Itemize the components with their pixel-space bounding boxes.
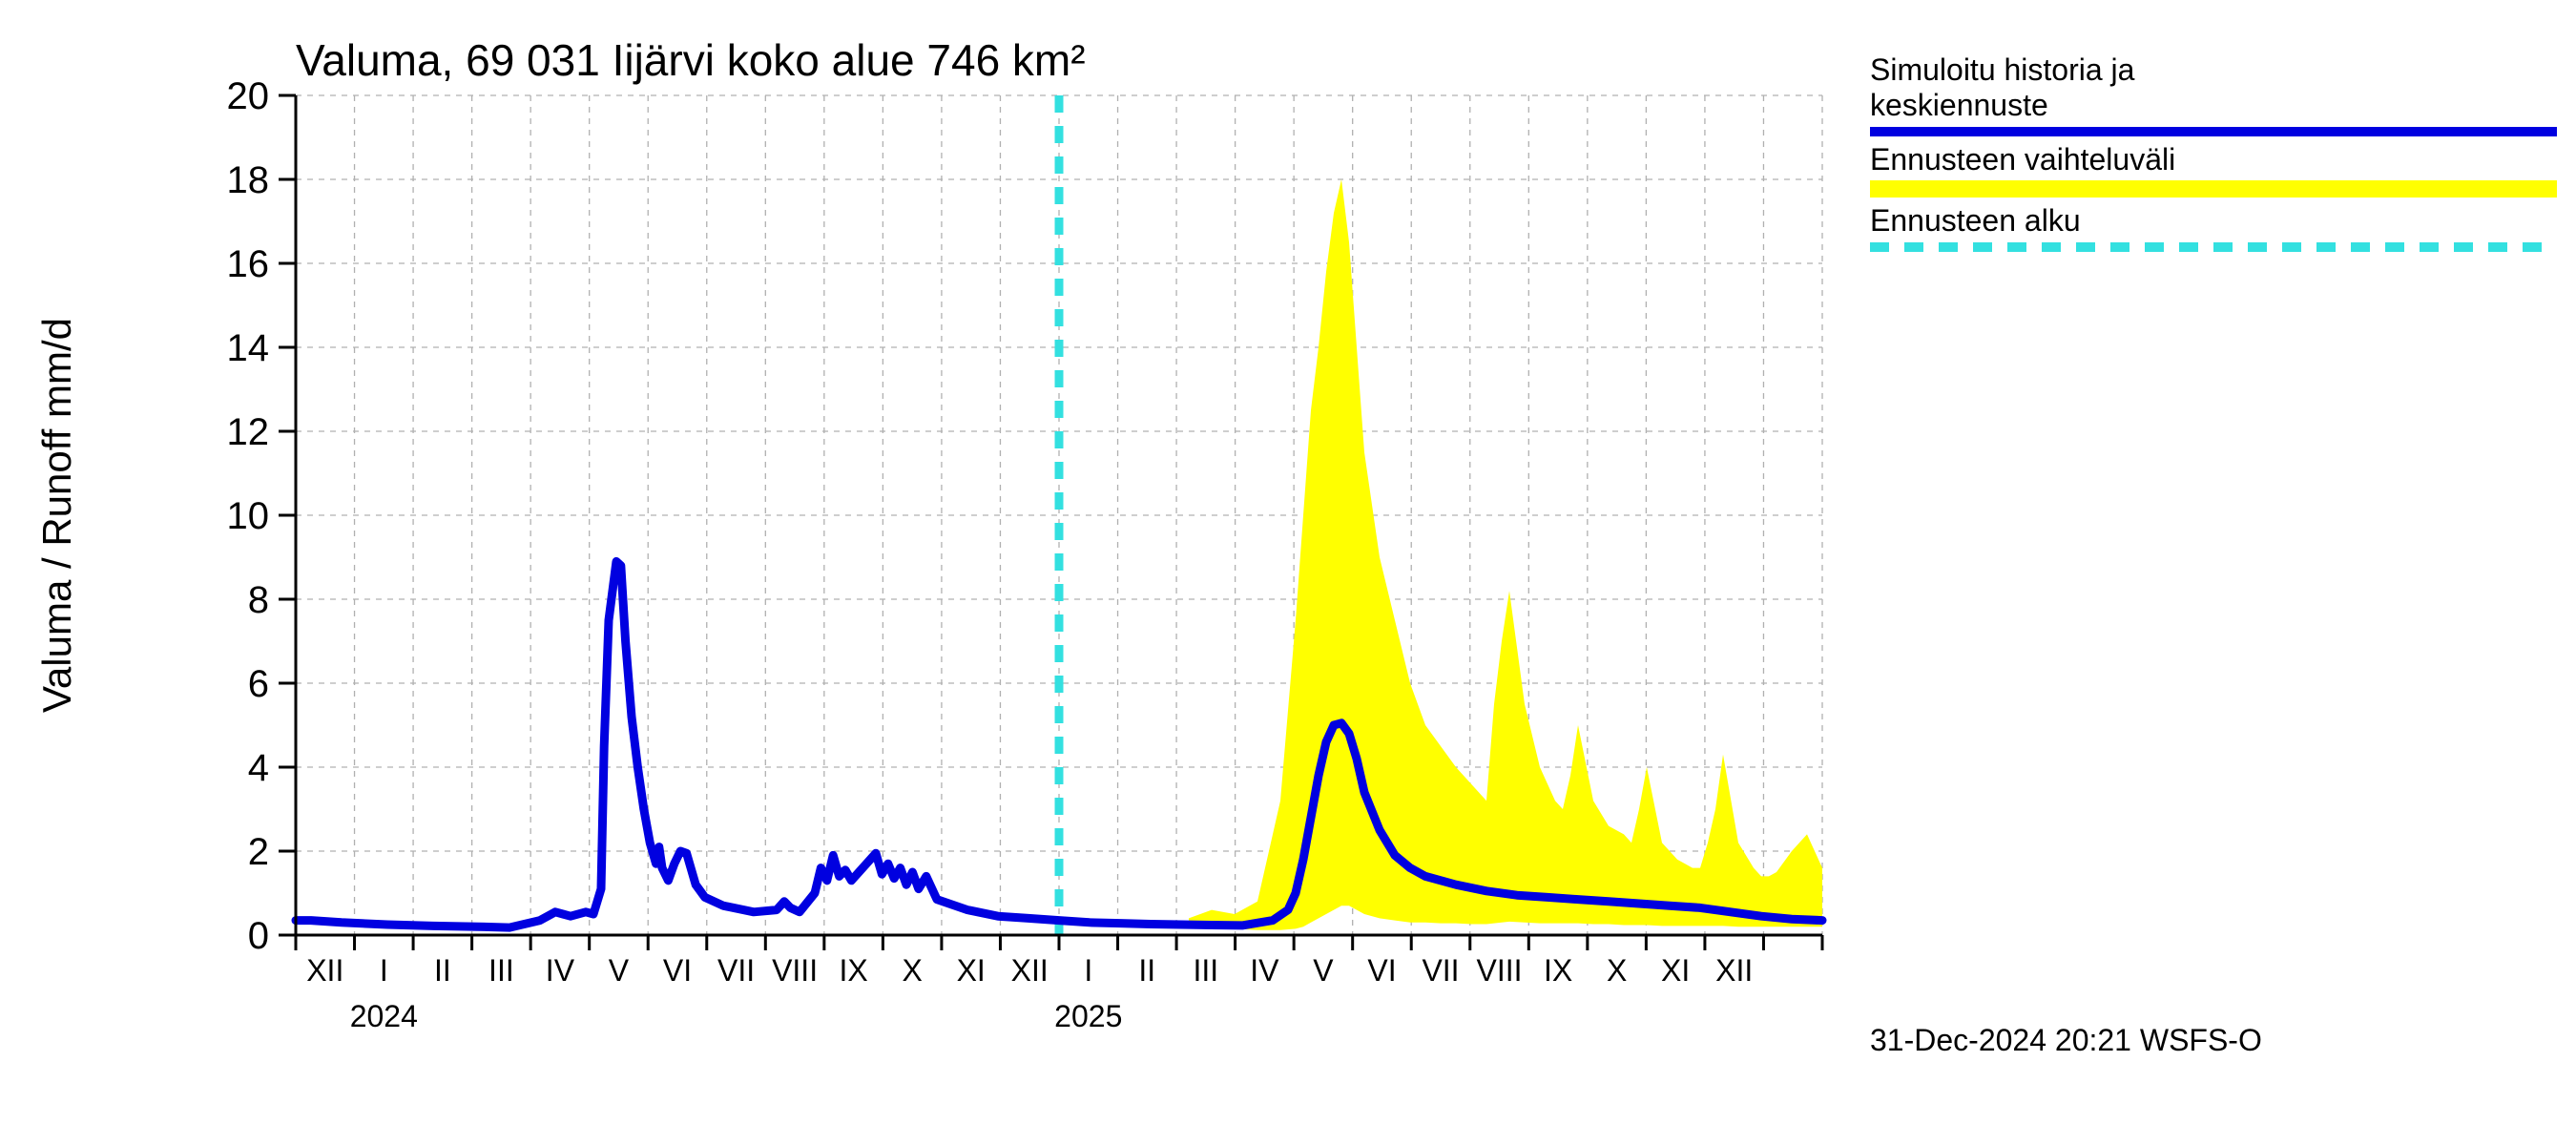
svg-text:I: I <box>380 953 388 988</box>
svg-text:2024: 2024 <box>350 999 418 1033</box>
svg-text:II: II <box>1138 953 1155 988</box>
legend-swatch <box>1870 127 2557 136</box>
svg-text:2: 2 <box>248 831 269 873</box>
svg-text:XII: XII <box>1715 953 1753 988</box>
svg-text:III: III <box>1194 953 1219 988</box>
svg-text:VII: VII <box>717 953 755 988</box>
y-axis-label: Valuma / Runoff mm/d <box>34 318 80 713</box>
svg-text:2025: 2025 <box>1054 999 1122 1033</box>
svg-text:0: 0 <box>248 915 269 957</box>
svg-text:XII: XII <box>1011 953 1049 988</box>
svg-text:VII: VII <box>1422 953 1459 988</box>
timestamp-label: 31-Dec-2024 20:21 WSFS-O <box>1870 1023 2262 1058</box>
svg-text:18: 18 <box>227 159 270 201</box>
chart-title: Valuma, 69 031 Iijärvi koko alue 746 km² <box>296 34 1086 86</box>
svg-text:XI: XI <box>1661 953 1690 988</box>
timestamp-text: 31-Dec-2024 20:21 WSFS-O <box>1870 1023 2262 1057</box>
svg-text:X: X <box>902 953 922 988</box>
svg-text:10: 10 <box>227 495 270 537</box>
svg-text:IX: IX <box>839 953 867 988</box>
legend-item-text2: keskiennuste <box>1870 88 2557 123</box>
svg-text:V: V <box>1313 953 1334 988</box>
svg-text:VIII: VIII <box>772 953 818 988</box>
svg-text:IX: IX <box>1544 953 1572 988</box>
legend: Simuloitu historia jakeskiennuste Ennuste… <box>1870 52 2557 258</box>
legend-swatch <box>1870 180 2557 198</box>
legend-item-range: Ennusteen vaihteluväli <box>1870 142 2557 198</box>
legend-item-text: Simuloitu historia ja <box>1870 52 2557 88</box>
legend-item-text: Ennusteen alku <box>1870 203 2557 239</box>
svg-text:20: 20 <box>227 75 270 117</box>
svg-text:8: 8 <box>248 579 269 621</box>
svg-text:IV: IV <box>546 953 575 988</box>
svg-text:6: 6 <box>248 663 269 705</box>
svg-text:XI: XI <box>957 953 986 988</box>
chart-title-text: Valuma, 69 031 Iijärvi koko alue 746 km² <box>296 35 1086 85</box>
y-axis-label-text: Valuma / Runoff mm/d <box>34 318 79 713</box>
svg-text:VI: VI <box>663 953 692 988</box>
svg-text:14: 14 <box>227 327 270 369</box>
legend-item-text: Ennusteen vaihteluväli <box>1870 142 2557 177</box>
legend-item-start: Ennusteen alku <box>1870 203 2557 252</box>
svg-text:X: X <box>1607 953 1627 988</box>
svg-text:III: III <box>488 953 514 988</box>
svg-text:II: II <box>434 953 451 988</box>
svg-text:IV: IV <box>1250 953 1279 988</box>
svg-text:XII: XII <box>306 953 343 988</box>
svg-text:VI: VI <box>1367 953 1396 988</box>
svg-text:4: 4 <box>248 747 269 789</box>
svg-text:I: I <box>1084 953 1092 988</box>
svg-text:16: 16 <box>227 243 270 285</box>
svg-text:V: V <box>609 953 630 988</box>
legend-item-sim: Simuloitu historia jakeskiennuste <box>1870 52 2557 136</box>
svg-text:12: 12 <box>227 411 270 453</box>
legend-swatch <box>1870 242 2557 252</box>
svg-text:VIII: VIII <box>1477 953 1523 988</box>
